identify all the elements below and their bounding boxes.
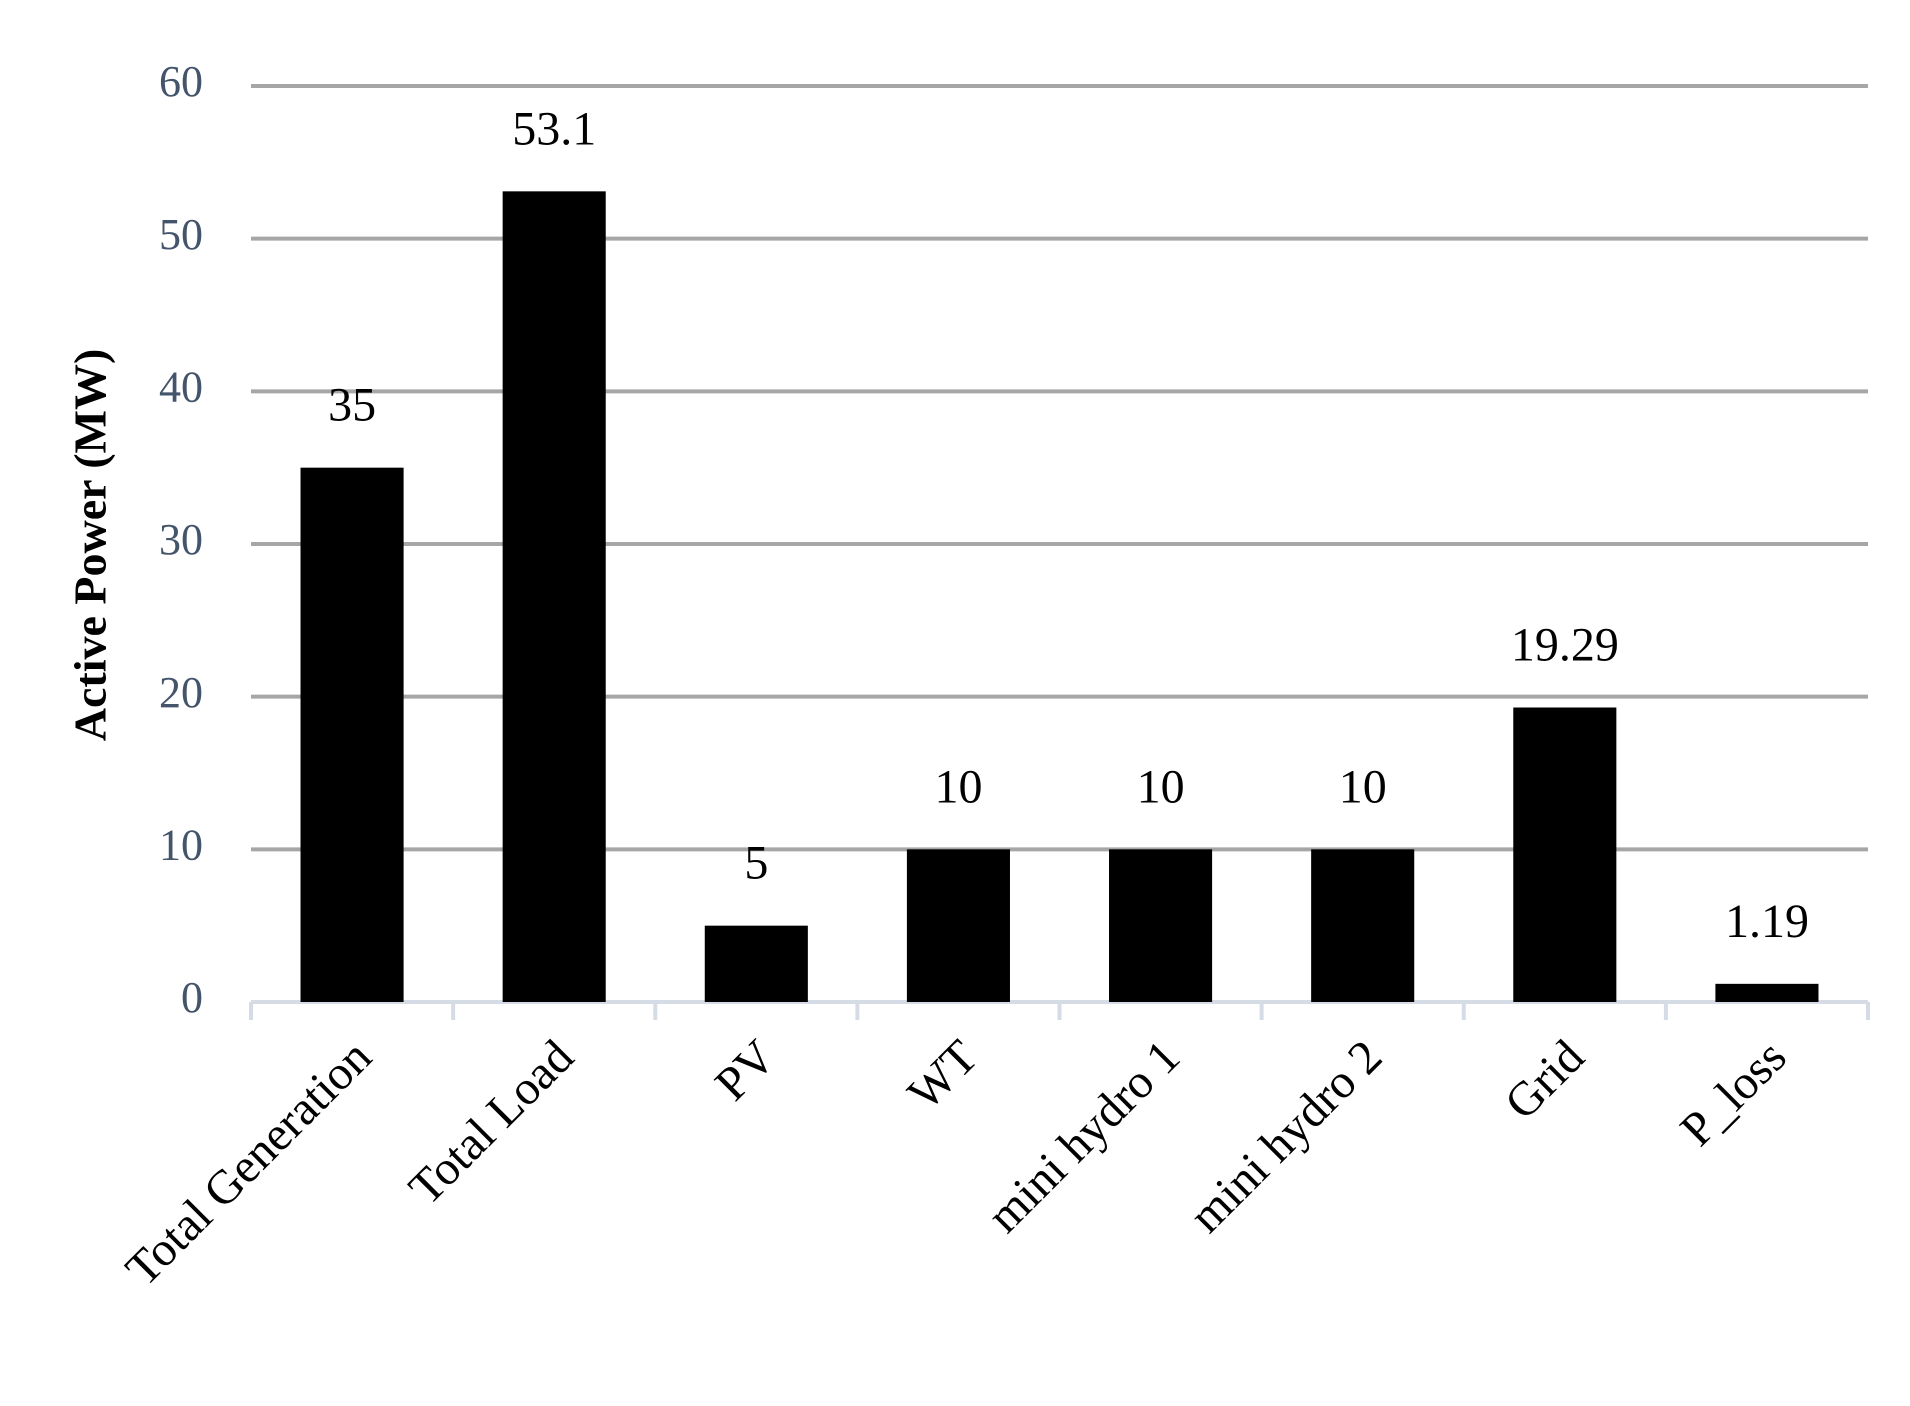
y-tick-label: 60 bbox=[159, 57, 203, 106]
x-tick-label: mini hydro 2 bbox=[1179, 1030, 1392, 1243]
x-tick-label: Grid bbox=[1495, 1030, 1595, 1130]
y-tick-label: 30 bbox=[159, 515, 203, 564]
y-tick-label: 20 bbox=[159, 668, 203, 717]
y-tick-label: 10 bbox=[159, 820, 203, 869]
y-tick-label: 50 bbox=[159, 210, 203, 259]
bar bbox=[1109, 849, 1213, 1002]
y-tick-label: 0 bbox=[181, 973, 203, 1022]
x-tick-label: P_loss bbox=[1670, 1030, 1796, 1156]
x-tick-label: WT bbox=[898, 1030, 988, 1120]
x-tick-label: mini hydro 1 bbox=[977, 1030, 1190, 1243]
bar bbox=[704, 925, 808, 1002]
bar bbox=[1513, 707, 1617, 1002]
data-label: 10 bbox=[934, 760, 982, 813]
x-tick-label: Total Generation bbox=[116, 1030, 382, 1296]
data-label: 5 bbox=[744, 837, 768, 890]
x-tick-label: Total Load bbox=[399, 1030, 584, 1215]
x-tick-label: PV bbox=[705, 1030, 786, 1111]
data-label: 19.29 bbox=[1511, 619, 1619, 672]
data-label: 10 bbox=[1137, 760, 1185, 813]
data-label: 35 bbox=[328, 379, 376, 432]
data-label: 1.19 bbox=[1725, 895, 1809, 948]
data-label: 53.1 bbox=[512, 102, 596, 155]
bar bbox=[300, 467, 404, 1003]
bar bbox=[906, 849, 1010, 1002]
data-label: 10 bbox=[1339, 760, 1387, 813]
bar bbox=[1311, 849, 1415, 1002]
bar bbox=[502, 191, 606, 1003]
y-axis-title: Active Power (MW) bbox=[65, 349, 116, 742]
bar bbox=[1715, 983, 1819, 1002]
y-tick-label: 40 bbox=[159, 362, 203, 411]
